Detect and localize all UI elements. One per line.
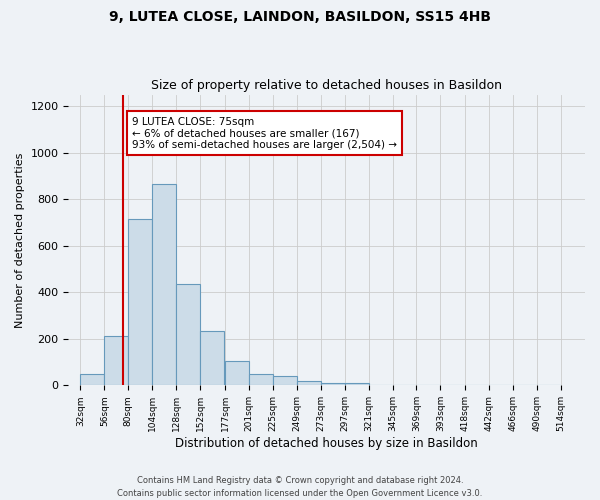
Bar bbox=[128, 219, 152, 386]
Bar bbox=[176, 284, 200, 386]
Bar bbox=[104, 336, 128, 386]
Bar bbox=[344, 384, 368, 386]
Bar bbox=[80, 374, 104, 386]
X-axis label: Distribution of detached houses by size in Basildon: Distribution of detached houses by size … bbox=[175, 437, 478, 450]
Bar bbox=[321, 382, 344, 386]
Text: 9 LUTEA CLOSE: 75sqm
← 6% of detached houses are smaller (167)
93% of semi-detac: 9 LUTEA CLOSE: 75sqm ← 6% of detached ho… bbox=[132, 116, 397, 150]
Bar bbox=[152, 184, 176, 386]
Y-axis label: Number of detached properties: Number of detached properties bbox=[15, 152, 25, 328]
Text: 9, LUTEA CLOSE, LAINDON, BASILDON, SS15 4HB: 9, LUTEA CLOSE, LAINDON, BASILDON, SS15 … bbox=[109, 10, 491, 24]
Title: Size of property relative to detached houses in Basildon: Size of property relative to detached ho… bbox=[151, 79, 502, 92]
Bar bbox=[297, 380, 321, 386]
Bar bbox=[249, 374, 273, 386]
Bar bbox=[225, 362, 249, 386]
Text: Contains HM Land Registry data © Crown copyright and database right 2024.
Contai: Contains HM Land Registry data © Crown c… bbox=[118, 476, 482, 498]
Bar bbox=[200, 330, 224, 386]
Bar bbox=[273, 376, 297, 386]
